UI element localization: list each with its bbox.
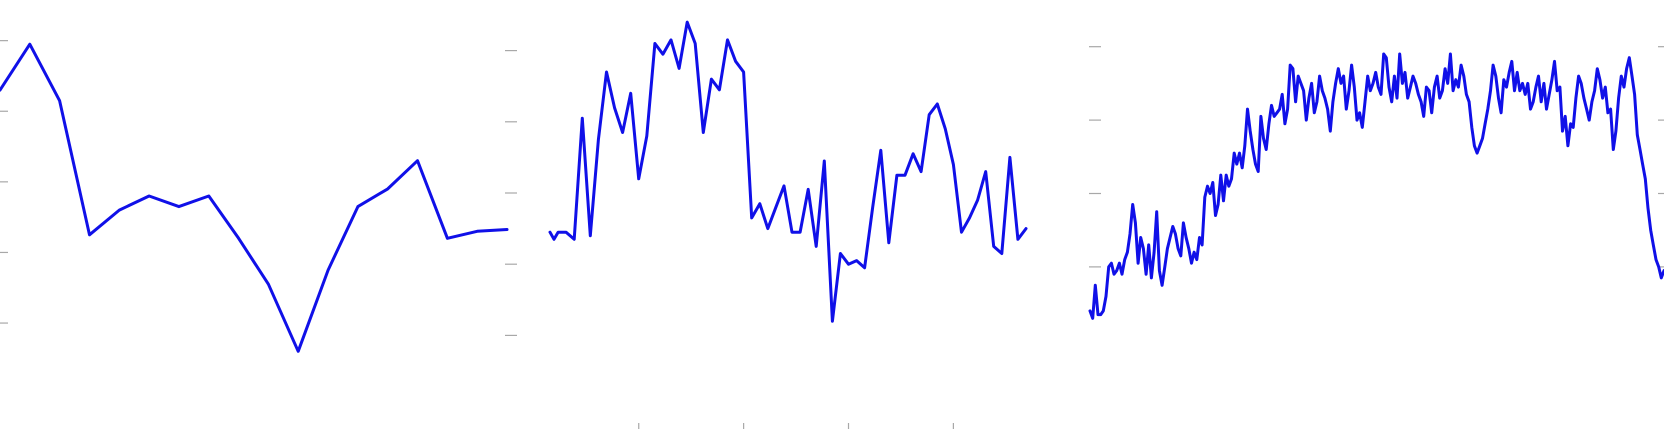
series-line <box>548 20 1028 323</box>
series-line <box>0 42 509 353</box>
series-line <box>1088 52 1664 320</box>
line-chart-left <box>0 40 509 353</box>
line-chart-right <box>1088 46 1664 320</box>
line-chart-middle <box>505 20 1028 429</box>
